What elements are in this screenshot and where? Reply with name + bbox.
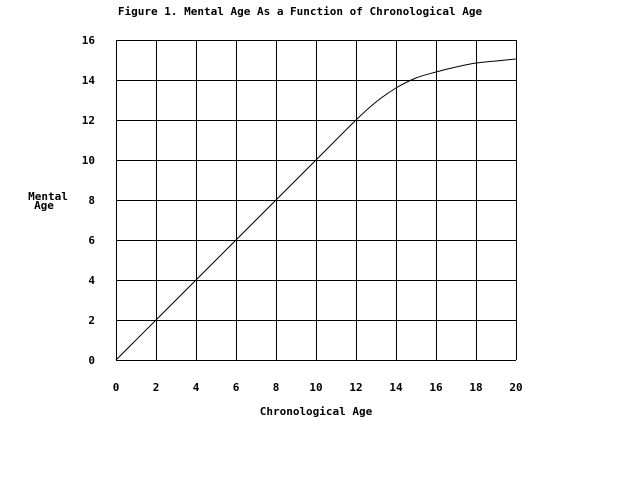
x-axis-label: Chronological Age — [260, 405, 373, 418]
x-tick-label: 18 — [469, 381, 482, 394]
x-tick-label: 10 — [309, 381, 322, 394]
x-tick-label: 14 — [389, 381, 403, 394]
y-tick-label: 4 — [88, 274, 95, 287]
x-tick-label: 2 — [153, 381, 160, 394]
x-tick-label: 12 — [349, 381, 362, 394]
y-axis-ticks: 0 2 4 6 8 10 12 14 16 — [82, 34, 96, 367]
y-tick-label: 16 — [82, 34, 96, 47]
x-tick-label: 6 — [233, 381, 240, 394]
y-tick-label: 2 — [88, 314, 95, 327]
y-tick-label: 8 — [88, 194, 95, 207]
x-tick-label: 0 — [113, 381, 120, 394]
x-tick-label: 4 — [193, 381, 200, 394]
y-tick-label: 0 — [88, 354, 95, 367]
x-tick-label: 16 — [429, 381, 443, 394]
y-axis-label-line-1: Mental — [28, 190, 68, 203]
y-tick-label: 12 — [82, 114, 95, 127]
series-line — [115, 58, 517, 361]
x-tick-label: 20 — [509, 381, 522, 394]
grid — [116, 40, 517, 361]
chart-title: Figure 1. Mental Age As a Function of Ch… — [118, 5, 483, 18]
series-layer — [115, 58, 517, 361]
y-tick-label: 14 — [82, 74, 96, 87]
y-axis-label-line-2: Age — [34, 199, 54, 212]
x-axis-ticks: 0 2 4 6 8 10 12 14 16 18 20 — [113, 381, 523, 394]
x-tick-label: 8 — [273, 381, 280, 394]
y-tick-label: 6 — [88, 234, 95, 247]
y-tick-label: 10 — [82, 154, 95, 167]
